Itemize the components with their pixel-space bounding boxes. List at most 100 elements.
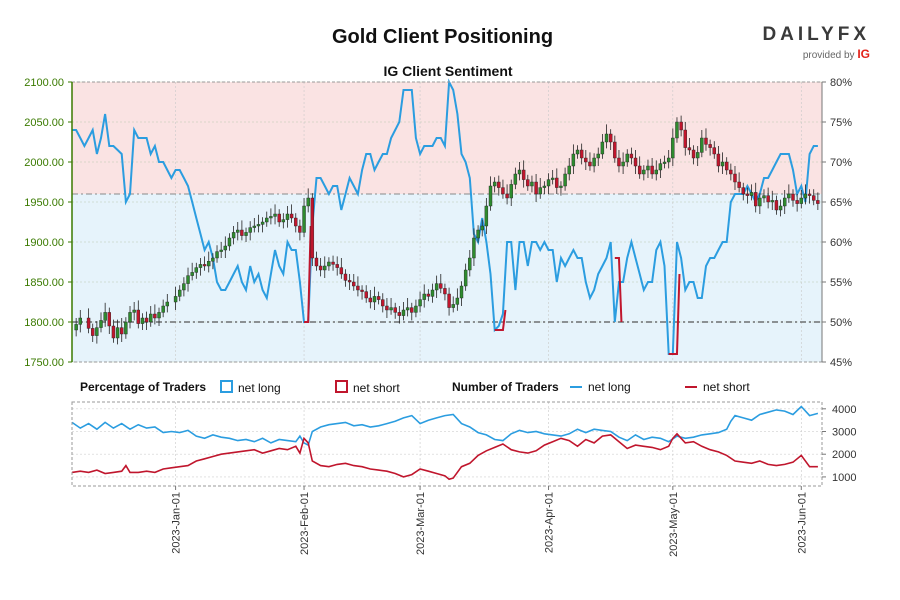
net-short-count-line: [71, 432, 818, 481]
sentiment-tick-label: 65%: [830, 197, 852, 209]
candle-body: [252, 225, 257, 228]
candle-body: [356, 285, 360, 291]
sentiment-tick-label: 60%: [830, 237, 852, 249]
candle-body: [484, 205, 489, 227]
candle-body: [128, 312, 132, 323]
candle-body: [695, 152, 700, 159]
candle-body: [430, 289, 435, 297]
candle-body: [111, 325, 116, 339]
candle-body: [654, 169, 658, 175]
candle-body: [381, 299, 385, 307]
candle-body: [708, 144, 712, 148]
sentiment-tick-label: 75%: [830, 117, 852, 129]
candle-body: [434, 283, 439, 291]
candle-body: [625, 153, 629, 163]
candle-body: [799, 197, 803, 204]
candle-body: [812, 195, 816, 201]
candle-body: [509, 184, 513, 199]
candle-body: [608, 133, 613, 143]
count-tick-label: 1000: [832, 472, 856, 484]
candle-body: [501, 187, 505, 195]
candle-body: [165, 301, 170, 307]
candle-body: [666, 157, 671, 163]
candle-body: [816, 200, 820, 204]
net-short-dominant-segment: [614, 257, 623, 323]
net-short-dominant-segment: [494, 309, 507, 331]
candle-body: [575, 149, 580, 155]
candle-body: [650, 165, 654, 175]
candle-body: [592, 157, 596, 167]
candle-body: [754, 192, 758, 207]
date-tick-label: 2023-Feb-01: [299, 492, 311, 555]
date-tick-label: 2023-Jun-01: [796, 492, 808, 554]
candle-body: [327, 261, 331, 267]
net-long-count-line: [71, 405, 819, 447]
candle-body: [190, 272, 194, 276]
candle-body: [679, 121, 683, 131]
legend: Percentage of Traders net long net short…: [80, 380, 840, 396]
long-bias-zone: [72, 194, 822, 362]
candle-body: [476, 229, 480, 239]
candle-body: [700, 137, 704, 153]
candle-body: [613, 141, 617, 159]
candle-body: [737, 181, 741, 188]
candle-body: [542, 185, 547, 188]
candle-body: [298, 225, 302, 233]
candle-body: [778, 205, 783, 211]
candle-body: [422, 293, 426, 300]
candle-body: [617, 157, 621, 167]
candle-body: [538, 187, 542, 195]
brand-subtitle: provided by IG: [750, 47, 870, 61]
candle-body: [791, 193, 795, 201]
legend-num-short: net short: [685, 380, 750, 394]
candle-body: [671, 137, 675, 159]
candle-body: [132, 309, 136, 313]
candle-body: [410, 307, 414, 313]
candle-body: [95, 327, 99, 336]
candle-body: [194, 267, 199, 273]
candle-body: [513, 173, 518, 185]
count-tick-label: 3000: [832, 427, 856, 439]
price-tick-label: 1950.00: [24, 197, 64, 209]
candle-body: [774, 200, 779, 211]
candle-body: [803, 193, 808, 199]
legend-pct-title: Percentage of Traders: [80, 380, 207, 394]
candle-body: [563, 173, 567, 187]
candle-body: [451, 304, 455, 308]
legend-pct-long: net long: [220, 380, 281, 395]
candle-body: [762, 195, 766, 199]
ig-logo-icon: IG: [857, 47, 870, 61]
candle-body: [579, 149, 584, 159]
candle-body: [472, 237, 476, 259]
candle-body: [443, 288, 447, 295]
count-tick-label: 4000: [832, 404, 856, 416]
candle-body: [488, 185, 493, 207]
candle-body: [393, 307, 397, 313]
sentiment-tick-label: 50%: [830, 317, 852, 329]
candle-body: [331, 261, 335, 265]
candle-body: [600, 141, 605, 155]
candle-body: [405, 307, 410, 311]
candle-body: [227, 237, 232, 247]
candle-body: [745, 193, 750, 196]
candle-body: [347, 280, 352, 283]
candle-body: [372, 296, 377, 303]
candle-body: [716, 153, 721, 167]
candle-body: [704, 137, 708, 145]
candle-body: [397, 312, 402, 316]
candle-body: [207, 261, 211, 267]
price-tick-label: 1800.00: [24, 317, 64, 329]
candle-body: [691, 149, 696, 159]
legend-num-long: net long: [570, 380, 631, 394]
date-tick-label: 2023-May-01: [668, 492, 680, 557]
candle-body: [783, 197, 787, 207]
candle-body: [505, 193, 509, 199]
candle-body: [604, 133, 609, 143]
candle-body: [414, 305, 418, 313]
candle-body: [161, 305, 165, 313]
candle-body: [335, 264, 339, 268]
candle-body: [724, 161, 729, 171]
candle-body: [256, 224, 261, 227]
candle-body: [646, 165, 650, 171]
candle-body: [368, 297, 373, 303]
